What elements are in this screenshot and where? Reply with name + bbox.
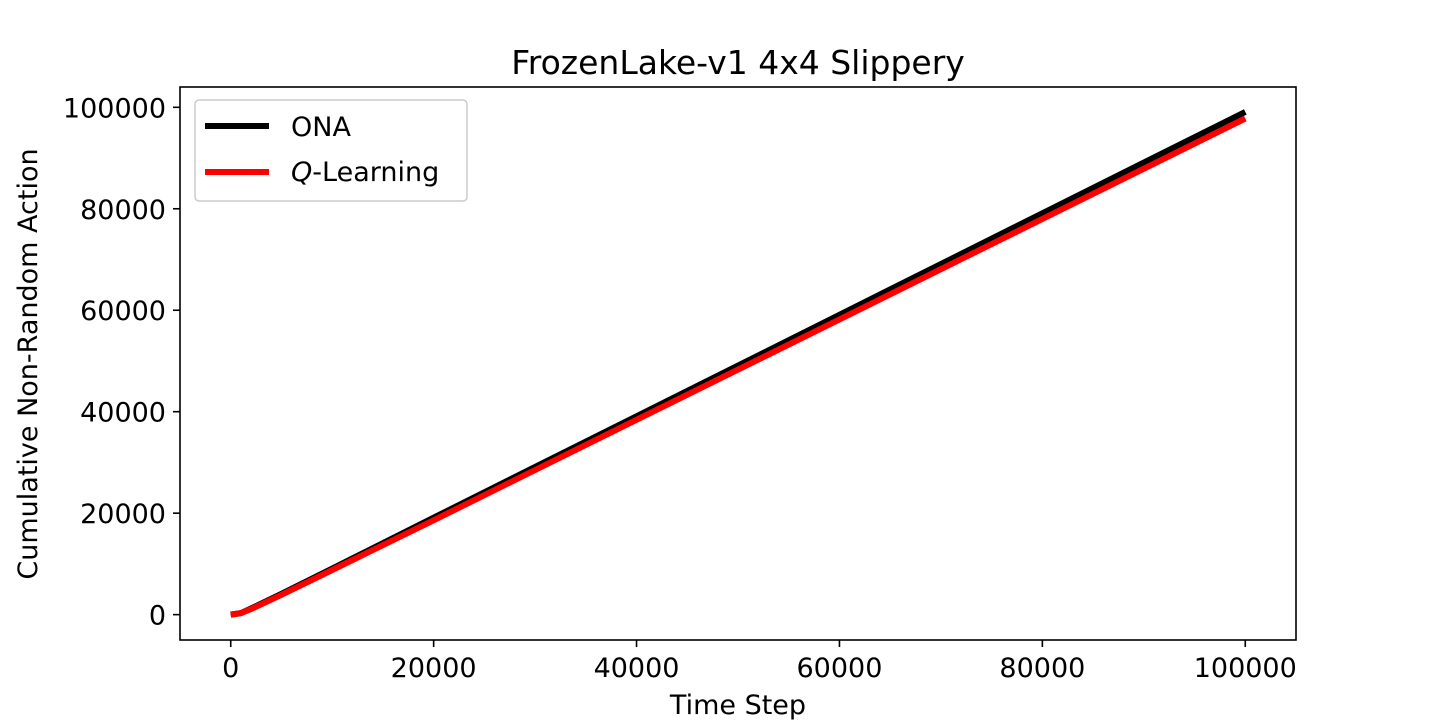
legend-label-ona: ONA: [291, 112, 351, 143]
y-tick-label: 40000: [80, 398, 166, 429]
plot-lines: [230, 109, 1247, 618]
x-tick-label: 40000: [594, 653, 680, 684]
y-axis-title: Cumulative Non-Random Action: [13, 148, 44, 579]
legend: ONA Q-Learning: [194, 99, 468, 202]
x-axis: 0 20000 40000 60000 80000 100000: [222, 640, 1297, 684]
y-tick-label: 100000: [63, 93, 166, 124]
legend-label-q-learning: Q-Learning: [291, 157, 439, 188]
y-axis: 0 20000 40000 60000 80000 100000: [63, 93, 180, 632]
x-tick-label: 20000: [391, 653, 477, 684]
x-tick-label: 100000: [1194, 653, 1297, 684]
legend-label-q-italic: Q: [291, 157, 312, 188]
x-axis-title: Time Step: [669, 690, 806, 720]
x-tick-label: 0: [222, 653, 239, 684]
legend-label-q-rest: -Learning: [312, 157, 439, 188]
y-tick-label: 80000: [80, 195, 166, 226]
y-tick-label: 0: [149, 601, 166, 632]
x-tick-label: 60000: [797, 653, 883, 684]
x-tick-label: 80000: [999, 653, 1085, 684]
y-tick-label: 20000: [80, 499, 166, 530]
plot-frame: [179, 86, 1297, 641]
series-line-q-learning: [230, 115, 1247, 618]
chart-title: FrozenLake-v1 4x4 Slippery: [511, 43, 965, 82]
y-tick-label: 60000: [80, 296, 166, 327]
